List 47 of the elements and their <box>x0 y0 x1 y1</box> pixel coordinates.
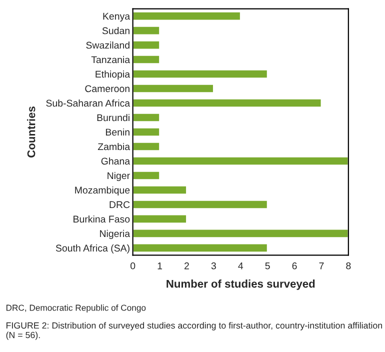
x-tick-label: 6 <box>292 262 297 270</box>
y-axis-title: Countries <box>27 106 36 158</box>
bar <box>132 126 160 138</box>
bar <box>132 83 214 94</box>
y-tick-label: Sudan <box>102 27 130 34</box>
y-tick-label: DRC <box>110 201 130 208</box>
bar <box>132 141 160 152</box>
y-tick-label: Swaziland <box>86 42 130 49</box>
y-tick-label: Tanzania <box>91 56 130 64</box>
bar <box>132 170 160 181</box>
y-tick-label: Burundi <box>97 114 130 122</box>
x-tick-label: 1 <box>158 262 162 270</box>
bar <box>132 54 160 65</box>
y-tick-label: Ghana <box>101 157 130 165</box>
y-tick-label: South Africa (SA) <box>56 244 130 254</box>
y-tick-label: Sub-Saharan Africa <box>46 99 130 107</box>
x-tick-label: 0 <box>130 262 136 270</box>
bar <box>132 98 322 108</box>
bar <box>132 156 348 166</box>
caption: FIGURE 2: Distribution of surveyed studies according to first-author, country-institution affiliation (N = 56). <box>6 322 382 340</box>
bar <box>132 11 242 22</box>
y-tick-label: Mozambique <box>75 186 130 196</box>
bar <box>132 112 160 123</box>
x-tick-label: 8 <box>346 262 351 270</box>
x-tick-label: 5 <box>265 262 270 270</box>
y-tick-label: Burkina Faso <box>74 215 130 223</box>
x-axis-title: Number of studies surveyed <box>166 280 315 290</box>
x-tick-label: 3 <box>211 262 216 270</box>
text: DRC, Democratic Republic of Congo <box>6 304 146 313</box>
x-tick-label: 4 <box>238 262 244 270</box>
bar <box>132 40 160 50</box>
y-tick-label: Nigeria <box>100 230 130 239</box>
y-tick-label: Kenya <box>103 12 130 22</box>
x-tick-label: 7 <box>319 262 324 270</box>
bar <box>132 184 188 196</box>
y-tick-label: Cameroon <box>85 85 130 92</box>
y-tick-label: Zambia <box>98 142 130 150</box>
bar <box>132 68 268 80</box>
bar <box>132 228 348 238</box>
y-tick-label: Ethiopia <box>96 70 130 80</box>
y-tick-label: Benin <box>106 128 130 136</box>
x-tick-label: 2 <box>184 262 189 270</box>
bar <box>132 214 188 224</box>
y-tick-label: Niger <box>108 172 130 182</box>
bar <box>132 26 160 36</box>
bar <box>132 199 268 210</box>
bar <box>132 242 268 253</box>
